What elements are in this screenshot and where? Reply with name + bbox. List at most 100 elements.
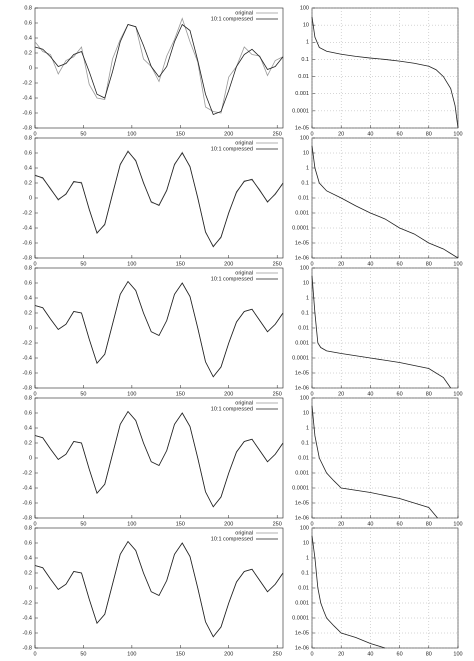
y-tick-label: 0.001 xyxy=(295,340,309,346)
y-tick-label: 0.1 xyxy=(301,180,309,186)
data-line xyxy=(311,405,438,519)
legend-label: 10:1 compressed xyxy=(211,406,253,412)
y-tick-label: 0.001 xyxy=(295,470,309,476)
x-tick-label: 100 xyxy=(127,521,136,527)
y-tick-label: 0.4 xyxy=(24,555,32,561)
y-tick-label: -0.6 xyxy=(23,500,32,506)
y-tick-label: 0.6 xyxy=(24,280,32,286)
x-tick-label: 250 xyxy=(273,131,282,137)
y-tick-label: -0.4 xyxy=(23,95,32,101)
y-tick-label: 0.6 xyxy=(24,540,32,546)
y-tick-label: 0.4 xyxy=(24,165,32,171)
data-line xyxy=(34,410,284,508)
data-line xyxy=(34,150,284,248)
x-tick-label: 0 xyxy=(33,651,36,657)
plot-frame xyxy=(34,397,284,519)
data-line xyxy=(311,535,386,649)
x-tick-label: 60 xyxy=(397,131,403,137)
x-tick-label: 0 xyxy=(310,391,313,397)
y-tick-label: 0.8 xyxy=(24,395,32,401)
x-tick-label: 100 xyxy=(127,391,136,397)
x-tick-label: 0 xyxy=(33,261,36,267)
y-tick-label: 0.8 xyxy=(24,525,32,531)
x-tick-label: 100 xyxy=(453,261,462,267)
x-tick-label: 0 xyxy=(310,261,313,267)
x-tick-label: 0 xyxy=(310,651,313,657)
y-tick-label: 10 xyxy=(303,280,309,286)
x-tick-label: 100 xyxy=(127,651,136,657)
x-tick-label: 40 xyxy=(367,261,373,267)
y-tick-label: 0.4 xyxy=(24,295,32,301)
x-tick-label: 40 xyxy=(367,521,373,527)
x-tick-label: 250 xyxy=(273,521,282,527)
y-tick-label: 0.0001 xyxy=(292,108,309,114)
y-tick-label: 1e-05 xyxy=(295,630,309,636)
y-tick-label: 0.0001 xyxy=(292,485,309,491)
x-tick-label: 50 xyxy=(80,261,86,267)
x-tick-label: 50 xyxy=(80,131,86,137)
x-tick-label: 20 xyxy=(338,651,344,657)
y-tick-label: 0.1 xyxy=(301,570,309,576)
y-tick-label: 1e-05 xyxy=(295,240,309,246)
y-tick-label: 1e-05 xyxy=(295,370,309,376)
y-tick-label: 0 xyxy=(29,325,32,331)
x-tick-label: 250 xyxy=(273,261,282,267)
y-tick-label: 1 xyxy=(306,40,309,46)
y-tick-label: 100 xyxy=(300,265,309,271)
y-tick-label: 0.8 xyxy=(24,135,32,141)
y-tick-label: 1 xyxy=(306,555,309,561)
y-tick-label: 10 xyxy=(303,150,309,156)
data-line xyxy=(34,150,284,247)
x-tick-label: 100 xyxy=(453,131,462,137)
y-tick-label: 0.2 xyxy=(24,440,32,446)
y-tick-label: 1 xyxy=(306,165,309,171)
y-tick-label: 1e-05 xyxy=(295,125,309,131)
y-tick-label: 0.1 xyxy=(301,440,309,446)
x-tick-label: 50 xyxy=(80,651,86,657)
data-line xyxy=(34,540,284,638)
y-tick-label: 1e-06 xyxy=(295,255,309,261)
plot-frame xyxy=(34,267,284,389)
y-tick-label: -0.2 xyxy=(23,340,32,346)
y-tick-label: 100 xyxy=(300,525,309,531)
y-tick-label: 0.001 xyxy=(295,91,309,97)
y-tick-label: 1e-06 xyxy=(295,385,309,391)
x-tick-label: 0 xyxy=(33,521,36,527)
y-tick-label: 0.01 xyxy=(298,325,309,331)
x-tick-label: 80 xyxy=(426,651,432,657)
y-tick-label: 0.001 xyxy=(295,600,309,606)
y-tick-label: 0.2 xyxy=(24,570,32,576)
y-tick-label: -0.2 xyxy=(23,80,32,86)
y-tick-label: -0.2 xyxy=(23,470,32,476)
y-tick-label: -0.4 xyxy=(23,615,32,621)
x-tick-label: 100 xyxy=(453,391,462,397)
data-line xyxy=(311,16,459,129)
y-tick-label: 0.4 xyxy=(24,425,32,431)
x-tick-label: 20 xyxy=(338,261,344,267)
y-tick-label: -0.6 xyxy=(23,240,32,246)
x-tick-label: 100 xyxy=(453,651,462,657)
x-tick-label: 60 xyxy=(397,261,403,267)
y-tick-label: 0.4 xyxy=(24,35,32,41)
y-tick-label: 0.01 xyxy=(298,455,309,461)
x-tick-label: 100 xyxy=(127,261,136,267)
y-tick-label: 1e-05 xyxy=(295,500,309,506)
y-tick-label: -0.2 xyxy=(23,600,32,606)
x-tick-label: 150 xyxy=(176,131,185,137)
x-tick-label: 50 xyxy=(80,391,86,397)
x-tick-label: 80 xyxy=(426,131,432,137)
y-tick-label: 0.001 xyxy=(295,210,309,216)
y-tick-label: 0.6 xyxy=(24,150,32,156)
data-line xyxy=(34,17,284,114)
legend-label: original xyxy=(235,270,253,276)
y-tick-label: -0.4 xyxy=(23,355,32,361)
x-tick-label: 40 xyxy=(367,651,373,657)
y-tick-label: -0.4 xyxy=(23,485,32,491)
plot-frame xyxy=(34,7,284,129)
y-tick-label: -0.4 xyxy=(23,225,32,231)
y-tick-label: 10 xyxy=(303,540,309,546)
y-tick-label: 1 xyxy=(306,425,309,431)
x-tick-label: 200 xyxy=(224,391,233,397)
